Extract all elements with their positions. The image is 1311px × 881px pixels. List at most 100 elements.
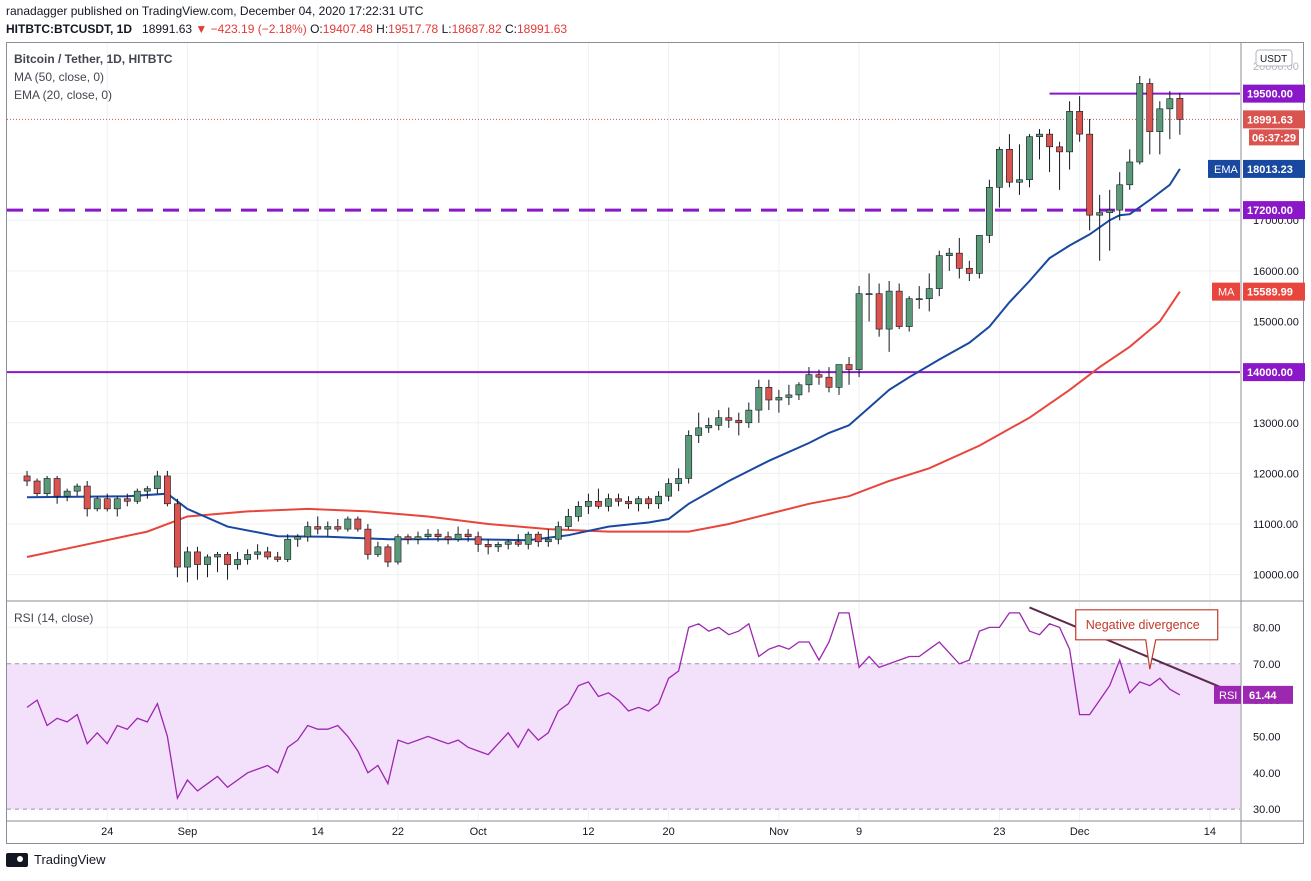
low-value: 18687.82 [451, 22, 502, 36]
candle-body [625, 500, 632, 505]
candle-body [274, 556, 282, 560]
chart-frame [6, 42, 1304, 844]
annotation-label: Negative divergence [1086, 618, 1200, 632]
candle-body [464, 533, 472, 538]
candle-body [1146, 83, 1154, 132]
candle-body [996, 149, 1003, 188]
time-tick-label: 14 [1204, 826, 1216, 838]
rsi-value-tag-bg [1243, 685, 1293, 704]
candle-body [1076, 111, 1084, 135]
time-tick-label: 20 [662, 826, 674, 838]
candle-body [23, 475, 31, 482]
candle-body [1066, 111, 1073, 153]
rsi-tick-label: 30.00 [1253, 804, 1281, 816]
candle-body [43, 478, 51, 494]
candle-body [585, 500, 592, 507]
time-tick-label: Dec [1070, 826, 1090, 838]
candle-body [985, 187, 993, 236]
annotation-callout [1075, 609, 1219, 670]
candle-body [685, 435, 693, 479]
price-tick-label: 10000.00 [1253, 570, 1299, 582]
candle-body [474, 536, 482, 545]
candle-body [83, 485, 91, 510]
candle-body [975, 235, 983, 274]
rsi-legend[interactable]: RSI (14, close) [14, 611, 94, 625]
candle-body [133, 490, 141, 502]
candle-body [244, 554, 251, 560]
ma-badge: MA [1218, 287, 1235, 299]
tradingview-logo[interactable]: TradingView [6, 852, 106, 867]
divergence-trendline [1029, 606, 1231, 692]
candle-body [1046, 133, 1053, 148]
candle-body [264, 551, 272, 558]
candle-body [805, 374, 813, 386]
candle-body [965, 268, 973, 274]
candle-body [905, 298, 913, 327]
ma-value-tag-bg [1243, 282, 1305, 301]
ma-legend[interactable]: MA (50, close, 0) [14, 70, 105, 84]
ma-value-tag: 15589.99 [1247, 287, 1293, 299]
rsi-tick-label: 40.00 [1253, 768, 1281, 780]
candle-body [1096, 212, 1104, 216]
candle-body [444, 536, 452, 540]
candle-body [294, 536, 302, 540]
candle-body [835, 364, 843, 388]
candle-body [33, 480, 41, 494]
candle-body [815, 374, 823, 378]
candle-body [595, 500, 602, 507]
rsi-tick-label: 50.00 [1253, 731, 1281, 743]
symbol-name[interactable]: HITBTC:BTCUSDT, 1D [6, 22, 132, 36]
rsi-badge: RSI [1219, 690, 1237, 702]
candle-body [1166, 98, 1174, 110]
candle-body [1136, 83, 1144, 163]
rsi-badge-bg [1214, 685, 1241, 704]
candle-body [725, 417, 733, 421]
candle-body [63, 490, 71, 497]
candle-body [414, 536, 422, 540]
candle-body [394, 536, 402, 563]
rsi-band [7, 663, 1240, 810]
ema-value-tag-bg [1243, 159, 1305, 178]
candle-body [715, 417, 723, 426]
candle-body [935, 255, 943, 289]
candle-body [344, 518, 352, 530]
candle-body [564, 516, 572, 527]
countdown-tag-bg [1249, 129, 1299, 146]
ema-legend[interactable]: EMA (20, close, 0) [14, 88, 113, 102]
candle-body [284, 538, 292, 560]
candle-body [665, 483, 673, 497]
candle-body [915, 298, 923, 301]
candle-body [544, 538, 552, 543]
candle-body [765, 387, 773, 401]
price-tick-label: 11000.00 [1253, 519, 1298, 531]
candle-body [554, 526, 562, 540]
high-value: 19517.78 [388, 22, 439, 36]
candle-body [655, 495, 662, 505]
candle-body [374, 546, 382, 555]
last-price-tag-bg [1243, 110, 1305, 129]
candle-body [534, 533, 542, 543]
candle-body [775, 397, 783, 401]
candle-body [865, 293, 873, 295]
candle-body [484, 543, 492, 548]
time-tick-label: Oct [470, 826, 487, 838]
tradingview-brand: TradingView [34, 852, 106, 867]
candle-body [424, 533, 432, 538]
main-legend-title[interactable]: Bitcoin / Tether, 1D, HITBTC [14, 52, 173, 66]
candle-body [1026, 136, 1033, 181]
price-tick-label: 13000.00 [1253, 418, 1299, 430]
down-arrow-icon: ▼ [195, 22, 208, 36]
candle-body [1176, 98, 1184, 120]
candle-body [675, 478, 683, 484]
candle-body [73, 485, 81, 492]
candle-body [314, 526, 322, 530]
time-tick-label: 12 [582, 826, 594, 838]
level-tag-19500-bg [1243, 84, 1305, 103]
candle-body [174, 503, 181, 568]
candle-body [514, 541, 522, 545]
candle-body [214, 554, 221, 558]
ema20-line [26, 168, 1181, 542]
candle-body [615, 498, 622, 502]
candle-body [504, 541, 512, 545]
